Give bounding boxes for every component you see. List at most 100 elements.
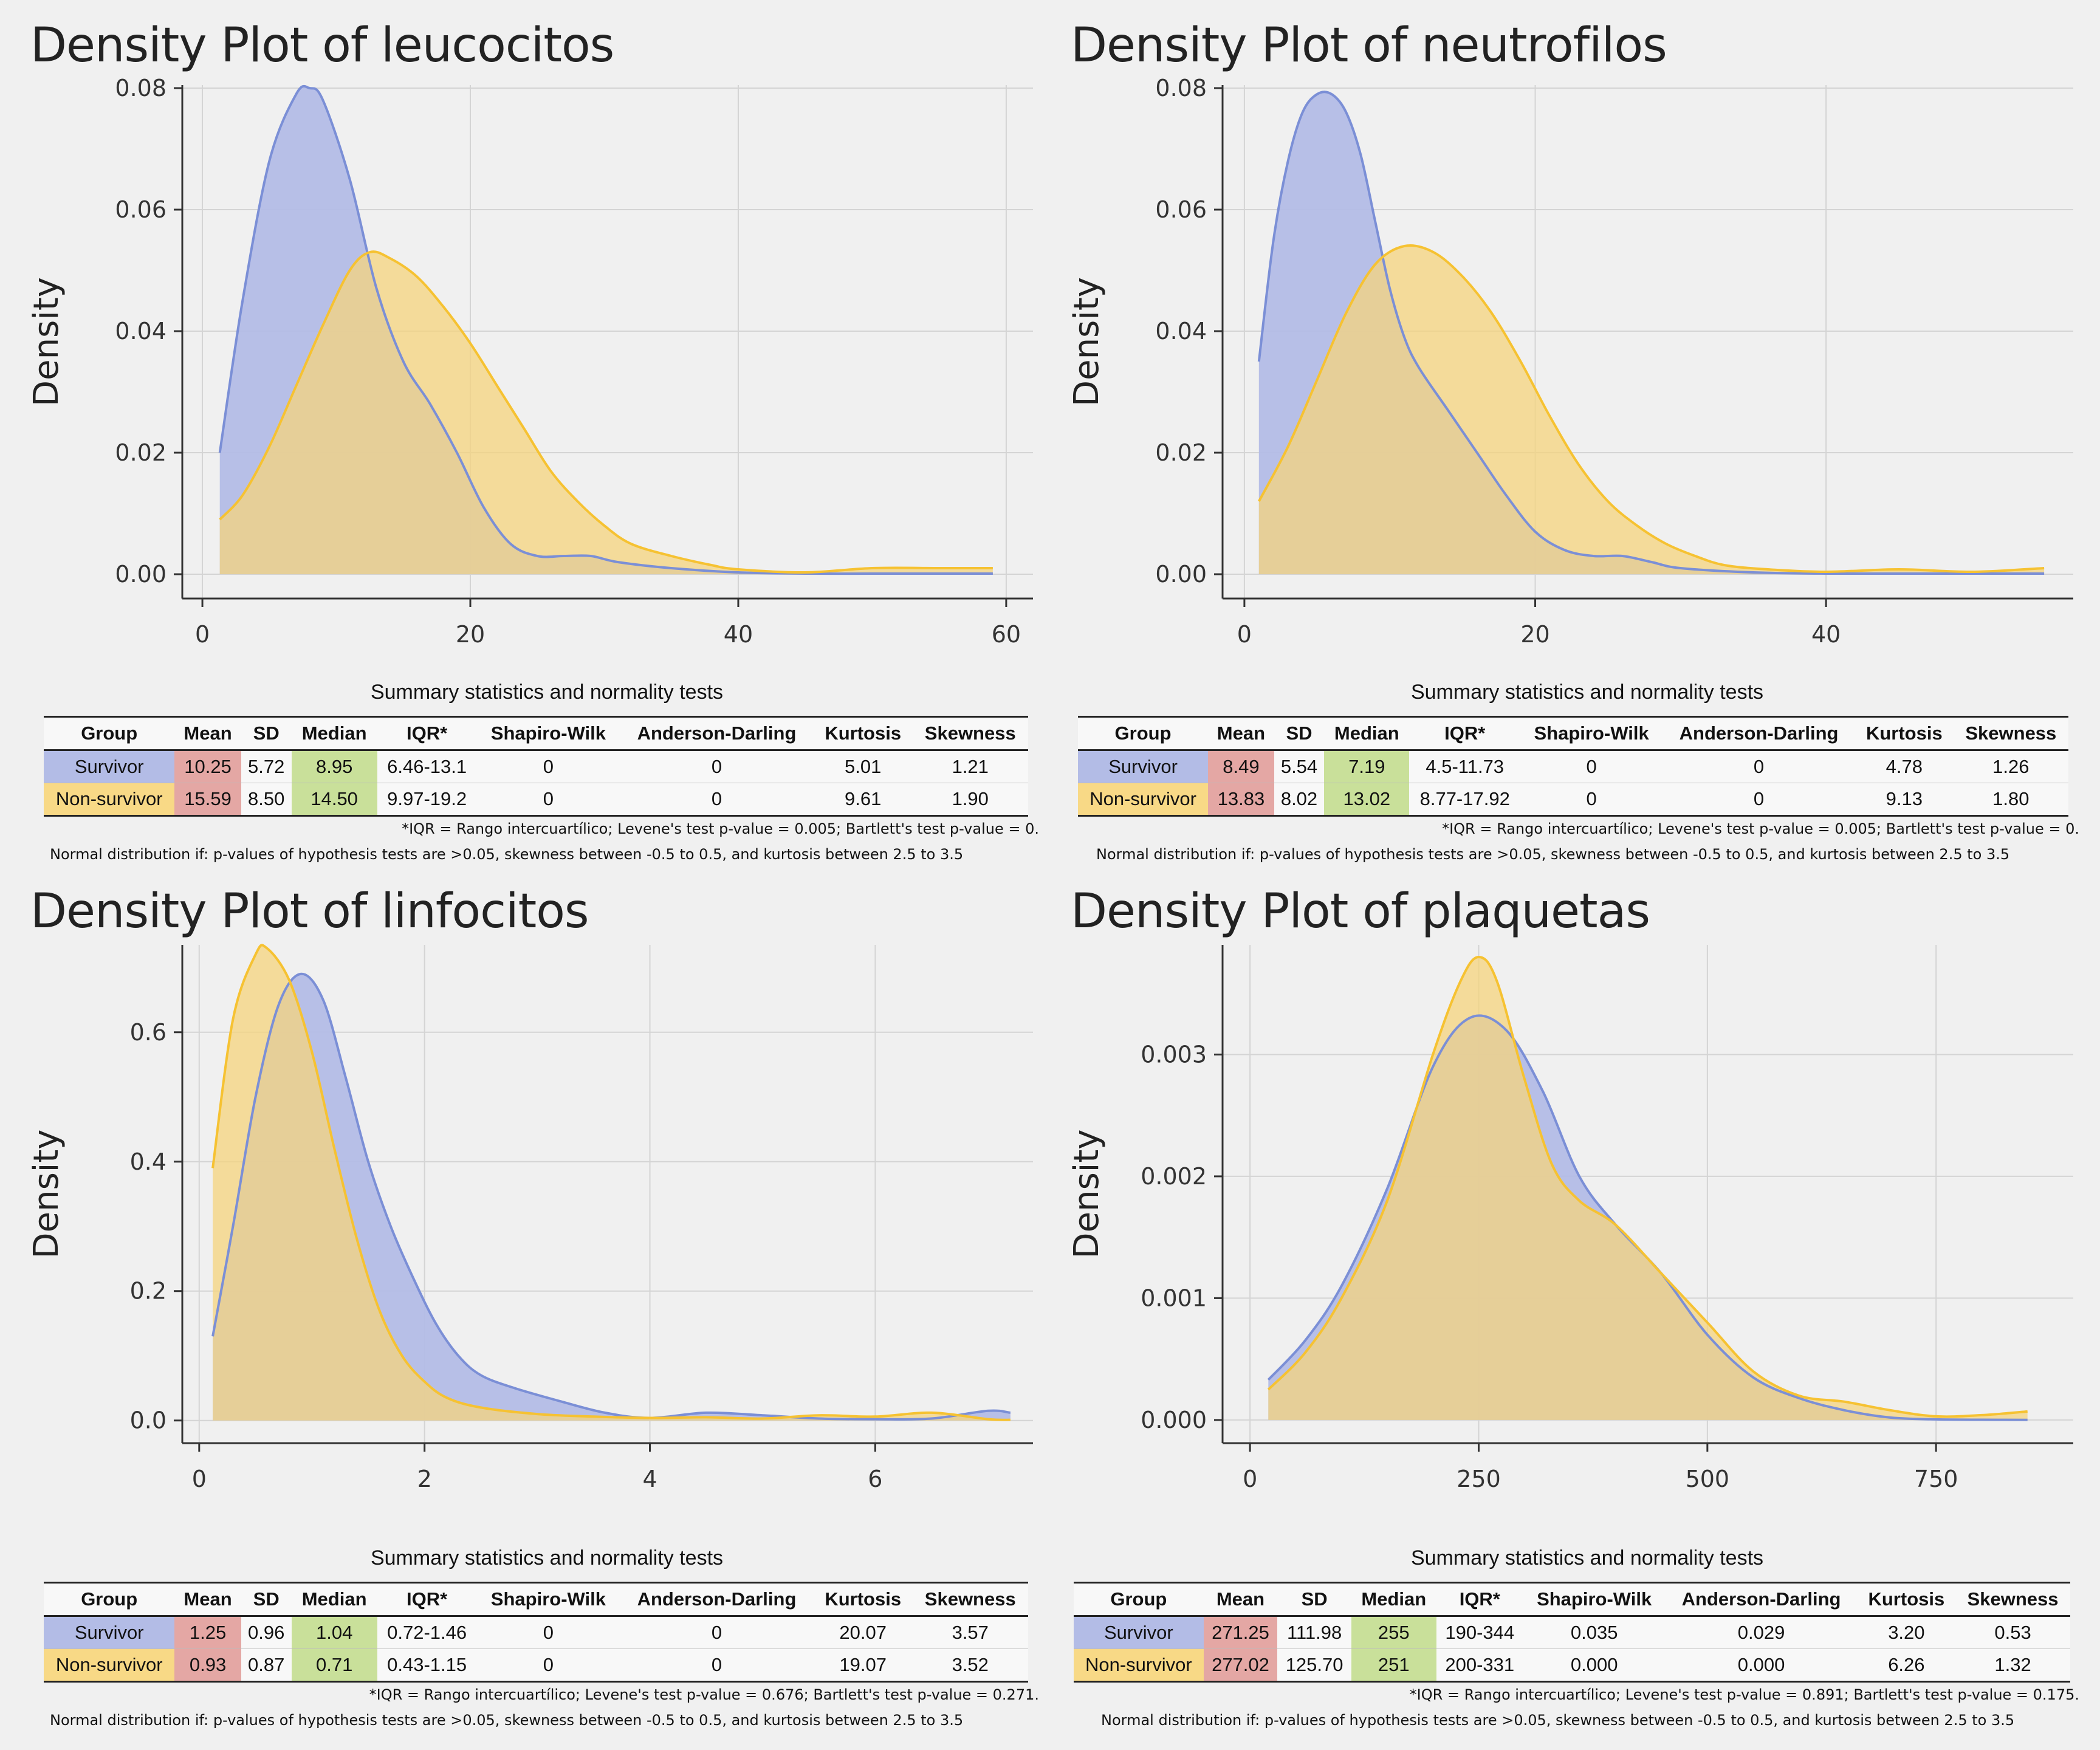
iqr-note: *IQR = Rango intercuartílico; Levene's t… bbox=[369, 1686, 1039, 1703]
table-cell: Non-survivor bbox=[1078, 783, 1209, 817]
column-header: Shapiro-Wilk bbox=[476, 716, 620, 751]
table-cell: 10.25 bbox=[174, 750, 241, 783]
y-tick-label: 0.000 bbox=[1141, 1407, 1207, 1433]
y-tick-label: 0.4 bbox=[130, 1148, 166, 1175]
y-tick-label: 0.08 bbox=[1155, 75, 1207, 101]
x-tick-label: 2 bbox=[417, 1466, 432, 1492]
table-cell: 190-344 bbox=[1436, 1616, 1523, 1649]
column-header: Shapiro-Wilk bbox=[1523, 1582, 1666, 1617]
table-cell: Survivor bbox=[44, 1616, 175, 1649]
table-cell: 0 bbox=[476, 750, 620, 783]
table-cell: 5.54 bbox=[1274, 750, 1325, 783]
column-header: Mean bbox=[1208, 716, 1274, 751]
column-header: Anderson-Darling bbox=[1665, 1582, 1858, 1617]
iqr-note: *IQR = Rango intercuartílico; Levene's t… bbox=[1442, 820, 2079, 837]
table-cell: 0 bbox=[1520, 783, 1663, 817]
column-header: Group bbox=[44, 716, 175, 751]
column-header: IQR* bbox=[377, 1582, 477, 1617]
x-tick-label: 40 bbox=[724, 621, 753, 648]
x-tick-label: 0 bbox=[195, 621, 210, 648]
y-tick-label: 0.02 bbox=[1155, 439, 1207, 466]
x-tick-label: 0 bbox=[192, 1466, 207, 1492]
density-area-non-survivor bbox=[1268, 957, 2028, 1420]
table-cell: 0 bbox=[1662, 750, 1855, 783]
table-cell: 0.035 bbox=[1523, 1616, 1666, 1649]
x-tick-label: 6 bbox=[868, 1466, 882, 1492]
table-cell: 0.029 bbox=[1665, 1616, 1858, 1649]
table-cell: 6.26 bbox=[1857, 1649, 1956, 1683]
table-cell: 0.43-1.15 bbox=[377, 1649, 477, 1683]
table-title: Summary statistics and normality tests bbox=[370, 681, 724, 704]
table-cell: 4.78 bbox=[1855, 750, 1954, 783]
column-header: Kurtosis bbox=[1855, 716, 1954, 751]
density-line-non-survivor bbox=[211, 944, 1011, 1421]
table-cell: 0 bbox=[476, 1649, 620, 1683]
table-cell: Non-survivor bbox=[44, 783, 175, 817]
column-header: Median bbox=[1324, 716, 1410, 751]
table-cell: 0 bbox=[620, 1649, 814, 1683]
table-cell: 1.90 bbox=[912, 783, 1028, 817]
x-tick-label: 750 bbox=[1914, 1466, 1958, 1492]
chart-title: Density Plot of neutrofilos bbox=[1071, 18, 1667, 73]
panel-leucocitos: Density Plot of leucocitos 0 20 40 60 0.00 0.… bbox=[27, 18, 1063, 881]
table-cell: 3.52 bbox=[912, 1649, 1028, 1683]
density-plot-plaquetas: 0 250 500 750 0.000 0.001 0.002 0.003 Density bbox=[1067, 945, 2073, 1492]
density-line-non-survivor bbox=[1258, 244, 2045, 574]
iqr-note: *IQR = Rango intercuartílico; Levene's t… bbox=[402, 820, 1039, 837]
table-cell: 15.59 bbox=[174, 783, 241, 817]
table-cell: 125.70 bbox=[1277, 1649, 1351, 1683]
column-header: Mean bbox=[174, 1582, 241, 1617]
table-cell: 20.07 bbox=[813, 1616, 913, 1649]
column-header: Kurtosis bbox=[813, 716, 913, 751]
panel-plaquetas: Density Plot of plaquetas 0 250 500 750 0.00… bbox=[1067, 884, 2100, 1747]
y-tick-label: 0.04 bbox=[115, 318, 166, 345]
summary-table: Group Mean SD Median IQR* Shapiro-Wilk Anderso… bbox=[1078, 716, 2068, 817]
table-cell: 3.57 bbox=[912, 1616, 1028, 1649]
table-cell: 0 bbox=[476, 1616, 620, 1649]
normal-note: Normal distribution if: p-values of hypo… bbox=[50, 846, 964, 863]
density-line-non-survivor bbox=[1267, 955, 2028, 1418]
table-cell: 13.02 bbox=[1324, 783, 1410, 817]
table-cell: Non-survivor bbox=[1074, 1649, 1204, 1683]
density-area-non-survivor bbox=[213, 945, 1011, 1421]
table-title: Summary statistics and normality tests bbox=[1410, 681, 1764, 704]
table-cell: 1.04 bbox=[291, 1616, 377, 1649]
y-tick-label: 0.04 bbox=[1155, 318, 1207, 345]
y-axis-title: Density bbox=[1067, 277, 1107, 407]
column-header: Anderson-Darling bbox=[1662, 716, 1855, 751]
table-title: Summary statistics and normality tests bbox=[370, 1546, 724, 1570]
y-tick-label: 0.00 bbox=[1155, 561, 1207, 588]
density-line-survivor bbox=[1257, 91, 2045, 575]
column-header: Shapiro-Wilk bbox=[476, 1582, 620, 1617]
x-tick-label: 0 bbox=[1237, 621, 1252, 648]
panel-neutrofilos: Density Plot of neutrofilos 0 20 40 0.00 0.0… bbox=[1067, 18, 2100, 881]
table-cell: 6.46-13.1 bbox=[377, 750, 477, 783]
density-line-survivor bbox=[218, 84, 993, 575]
table-cell: 1.25 bbox=[174, 1616, 241, 1649]
normal-note: Normal distribution if: p-values of hypo… bbox=[50, 1712, 964, 1729]
density-area-non-survivor bbox=[219, 252, 993, 574]
table-cell: Survivor bbox=[1074, 1616, 1204, 1649]
y-tick-label: 0.06 bbox=[115, 196, 166, 223]
y-tick-label: 0.0 bbox=[130, 1407, 166, 1434]
table-cell: 111.98 bbox=[1277, 1616, 1351, 1649]
column-header: SD bbox=[1277, 1582, 1351, 1617]
x-tick-label: 20 bbox=[456, 621, 485, 648]
table-cell: 255 bbox=[1351, 1616, 1436, 1649]
column-header: Skewness bbox=[1953, 716, 2068, 751]
table-cell: 1.32 bbox=[1955, 1649, 2070, 1683]
column-header: IQR* bbox=[1436, 1582, 1523, 1617]
chart-title: Density Plot of plaquetas bbox=[1071, 884, 1650, 939]
chart-title: Density Plot of linfocitos bbox=[30, 884, 589, 939]
column-header: Kurtosis bbox=[1857, 1582, 1956, 1617]
density-plot-neutrofilos: 0 20 40 0.00 0.02 0.04 0.06 0.08 Density bbox=[1067, 75, 2073, 648]
column-header: Mean bbox=[1203, 1582, 1278, 1617]
column-header: Kurtosis bbox=[813, 1582, 913, 1617]
column-header: SD bbox=[241, 1582, 292, 1617]
x-tick-label: 4 bbox=[642, 1466, 657, 1492]
table-cell: 251 bbox=[1351, 1649, 1436, 1683]
y-tick-label: 0.06 bbox=[1155, 196, 1207, 223]
table-cell: 1.80 bbox=[1953, 783, 2068, 817]
table-cell: 271.25 bbox=[1203, 1616, 1278, 1649]
column-header: Anderson-Darling bbox=[620, 716, 814, 751]
